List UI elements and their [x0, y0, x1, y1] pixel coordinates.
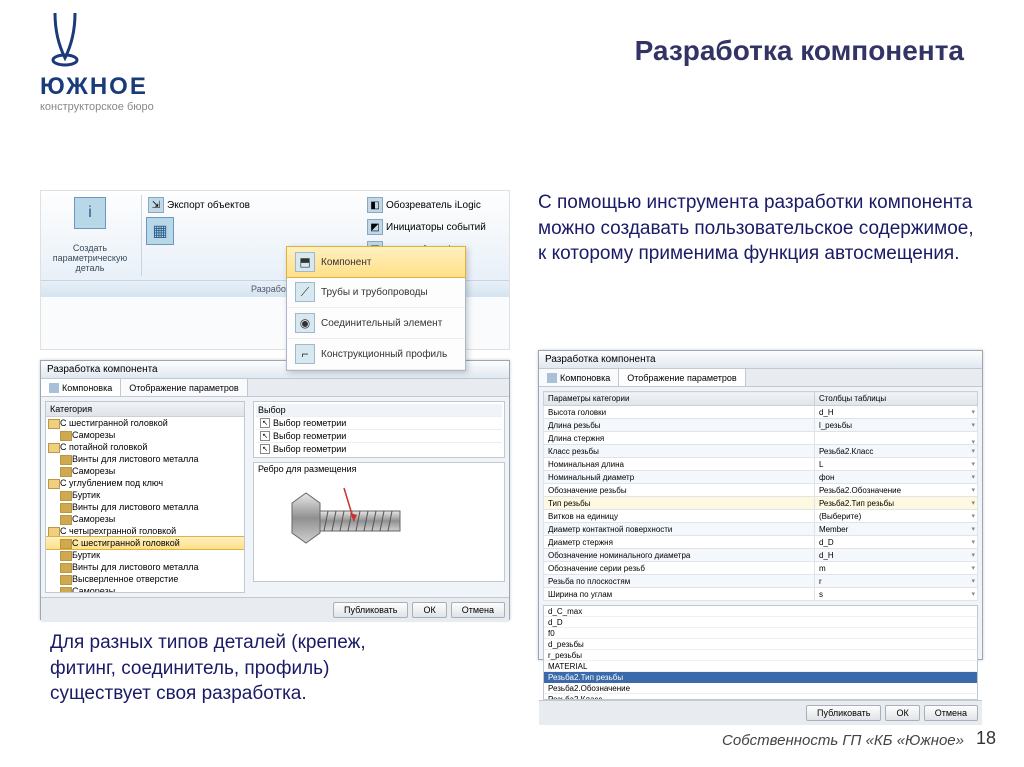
tree-item[interactable]: Винты для листового металла — [46, 501, 244, 513]
table-row[interactable]: Длина резьбыl_резьбы — [544, 419, 978, 432]
events-icon: ◩ — [367, 219, 383, 235]
tab-layout-r[interactable]: Компоновка — [539, 369, 619, 386]
category-tree[interactable]: Категория С шестигранной головкойСаморез… — [45, 401, 245, 593]
tab-params-r[interactable]: Отображение параметров — [619, 369, 745, 386]
col-category-params: Параметры категории — [544, 392, 815, 406]
list-item[interactable]: r_резьбы — [544, 650, 977, 661]
preview-header: Ребро для размещения — [254, 463, 504, 475]
logo: ЮЖНОЕ конструкторское бюро — [40, 8, 220, 113]
selection-box: Выбор ↖Выбор геометрии ↖Выбор геометрии … — [253, 401, 505, 458]
tree-item[interactable]: Винты для листового металла — [46, 453, 244, 465]
cursor-icon: ↖ — [260, 444, 270, 454]
preview-panel: Ребро для размещения — [253, 462, 505, 582]
cursor-icon: ↖ — [260, 418, 270, 428]
ok-button[interactable]: ОК — [412, 602, 446, 618]
selection-header: Выбор — [256, 404, 502, 416]
tab-layout[interactable]: Компоновка — [41, 379, 121, 396]
table-row[interactable]: Резьба по плоскостямr — [544, 575, 978, 588]
tree-item[interactable]: Буртик — [46, 549, 244, 561]
profile-icon: ⌐ — [295, 344, 315, 364]
dropdown-profile[interactable]: ⌐ Конструкционный профиль — [287, 339, 465, 370]
list-item[interactable]: d_резьбы — [544, 639, 977, 650]
tree-item[interactable]: Саморезы — [46, 513, 244, 525]
table-row[interactable]: Длина стержня — [544, 432, 978, 445]
footer-copyright: Собственность ГП «КБ «Южное» — [722, 732, 964, 749]
export-icon: ⇲ — [148, 197, 164, 213]
list-item[interactable]: Резьба2.Тип резьбы — [544, 672, 977, 683]
sel-geometry-3[interactable]: ↖Выбор геометрии — [256, 442, 502, 455]
dropdown-list[interactable]: d_C_maxd_Df0d_резьбыr_резьбыMATERIALРезь… — [543, 605, 978, 700]
tree-item[interactable]: Буртик — [46, 489, 244, 501]
table-row[interactable]: Класс резьбыРезьба2.Класс — [544, 445, 978, 458]
table-row[interactable]: Обозначение номинального диаметраd_H — [544, 549, 978, 562]
pipes-icon: ⟋ — [295, 282, 315, 302]
cursor-icon: ↖ — [260, 431, 270, 441]
list-item[interactable]: f0 — [544, 628, 977, 639]
right-dialog-title: Разработка компонента — [539, 351, 982, 369]
tab-params[interactable]: Отображение параметров — [121, 379, 247, 396]
info-icon: i — [74, 197, 106, 229]
ribbon-screenshot: i Создать параметрическую деталь ⇲ Экспо… — [40, 190, 510, 350]
component-dropdown-icon[interactable]: ▦ — [146, 217, 174, 245]
logo-brand: ЮЖНОЕ — [40, 73, 220, 101]
ilogic-row[interactable]: ◧ Обозреватель iLogic — [365, 195, 505, 215]
component-dropdown: ⬒ Компонент ⟋ Трубы и трубопроводы ◉ Сое… — [286, 246, 466, 371]
tree-item[interactable]: С шестигранной головкой — [46, 417, 244, 429]
export-button[interactable]: ⇲ Экспорт объектов — [146, 195, 252, 215]
logo-subtitle: конструкторское бюро — [40, 101, 220, 113]
tree-item[interactable]: С потайной головкой — [46, 441, 244, 453]
publish-button-r[interactable]: Публиковать — [806, 705, 881, 721]
table-row[interactable]: Витков на единицу(Выберите) — [544, 510, 978, 523]
logo-symbol-icon — [40, 8, 90, 68]
description-left: Для разных типов деталей (крепеж, фитинг… — [50, 630, 430, 707]
sel-geometry-1[interactable]: ↖Выбор геометрии — [256, 416, 502, 429]
tree-item[interactable]: С углублением под ключ — [46, 477, 244, 489]
tree-item[interactable]: Саморезы — [46, 585, 244, 593]
dropdown-connector[interactable]: ◉ Соединительный элемент — [287, 308, 465, 339]
list-item[interactable]: Резьба2.Обозначение — [544, 683, 977, 694]
table-row[interactable]: Обозначение резьбыРезьба2.Обозначение — [544, 484, 978, 497]
dropdown-pipes[interactable]: ⟋ Трубы и трубопроводы — [287, 277, 465, 308]
ok-button-r[interactable]: ОК — [885, 705, 919, 721]
page-title: Разработка компонента — [635, 35, 964, 67]
tree-item[interactable]: Винты для листового металла — [46, 561, 244, 573]
tree-item[interactable]: Высверленное отверстие — [46, 573, 244, 585]
table-row[interactable]: Номинальный диаметрфон — [544, 471, 978, 484]
ribbon-create-group[interactable]: i Создать параметрическую деталь — [45, 195, 135, 276]
table-row[interactable]: Номинальная длинаL — [544, 458, 978, 471]
layout-tab-icon — [547, 373, 557, 383]
table-row[interactable]: Диаметр контактной поверхностиMember — [544, 523, 978, 536]
connector-icon: ◉ — [295, 313, 315, 333]
layout-tab-icon — [49, 383, 59, 393]
tree-item[interactable]: Саморезы — [46, 465, 244, 477]
page-number: 18 — [976, 728, 996, 749]
bolt-preview-icon — [284, 483, 414, 563]
table-row[interactable]: Обозначение серии резьбm — [544, 562, 978, 575]
description-right: С помощью инструмента разработки компоне… — [538, 190, 978, 267]
table-row[interactable]: Высота головкиd_H — [544, 406, 978, 419]
left-dialog: Разработка компонента Компоновка Отображ… — [40, 360, 510, 620]
events-row[interactable]: ◩ Инициаторы событий — [365, 217, 505, 237]
cancel-button-r[interactable]: Отмена — [924, 705, 978, 721]
publish-button[interactable]: Публиковать — [333, 602, 408, 618]
ilogic-icon: ◧ — [367, 197, 383, 213]
category-header: Категория — [46, 402, 244, 417]
params-table[interactable]: Параметры категории Столбцы таблицы Высо… — [543, 391, 978, 601]
tree-item[interactable]: Саморезы — [46, 429, 244, 441]
col-table-columns: Столбцы таблицы — [814, 392, 977, 406]
right-dialog: Разработка компонента Компоновка Отображ… — [538, 350, 983, 660]
cancel-button[interactable]: Отмена — [451, 602, 505, 618]
tree-item[interactable]: С шестигранной головкой — [45, 536, 245, 550]
table-row[interactable]: Ширина по угламs — [544, 588, 978, 601]
table-row[interactable]: Диаметр стержняd_D — [544, 536, 978, 549]
list-item[interactable]: MATERIAL — [544, 661, 977, 672]
component-icon: ⬒ — [295, 252, 315, 272]
sel-geometry-2[interactable]: ↖Выбор геометрии — [256, 429, 502, 442]
list-item[interactable]: d_D — [544, 617, 977, 628]
dropdown-component[interactable]: ⬒ Компонент — [286, 246, 466, 278]
list-item[interactable]: d_C_max — [544, 606, 977, 617]
table-row[interactable]: Тип резьбыРезьба2.Тип резьбы — [544, 497, 978, 510]
